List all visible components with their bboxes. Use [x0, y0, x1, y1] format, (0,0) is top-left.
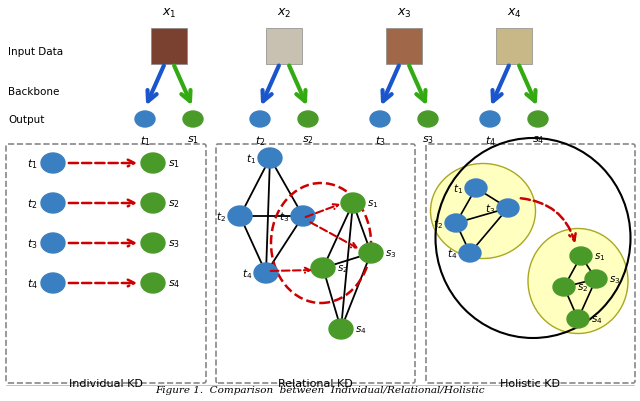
Ellipse shape	[183, 112, 203, 128]
Text: $t_2$: $t_2$	[216, 210, 226, 223]
Text: $t_3$: $t_3$	[279, 210, 289, 223]
Ellipse shape	[459, 244, 481, 262]
Ellipse shape	[141, 194, 165, 213]
Text: $s_3$: $s_3$	[385, 247, 396, 259]
Text: Figure 1.  Comparison  between  Individual/Relational/Holistic: Figure 1. Comparison between Individual/…	[156, 385, 484, 394]
Text: $t_1$: $t_1$	[28, 157, 38, 170]
Text: Individual KD: Individual KD	[69, 378, 143, 388]
Text: $s_4$: $s_4$	[532, 134, 544, 146]
Text: $t_4$: $t_4$	[484, 134, 495, 148]
Text: $s_2$: $s_2$	[168, 198, 180, 209]
Text: $t_4$: $t_4$	[447, 247, 457, 260]
Ellipse shape	[250, 112, 270, 128]
Ellipse shape	[41, 273, 65, 293]
Ellipse shape	[553, 278, 575, 296]
Ellipse shape	[465, 180, 487, 198]
Ellipse shape	[41, 233, 65, 253]
Ellipse shape	[570, 247, 592, 265]
Text: $s_3$: $s_3$	[422, 134, 434, 146]
Text: $s_1$: $s_1$	[168, 158, 180, 170]
Text: $s_1$: $s_1$	[594, 251, 605, 262]
Text: $s_2$: $s_2$	[577, 282, 588, 293]
Text: Output: Output	[8, 115, 44, 125]
Ellipse shape	[311, 258, 335, 278]
Ellipse shape	[258, 149, 282, 168]
Ellipse shape	[528, 229, 628, 334]
Ellipse shape	[141, 154, 165, 174]
Ellipse shape	[41, 194, 65, 213]
Ellipse shape	[445, 215, 467, 233]
Text: $t_3$: $t_3$	[28, 237, 38, 250]
Text: $s_3$: $s_3$	[609, 273, 620, 285]
Bar	[266, 29, 302, 65]
Text: $t_1$: $t_1$	[246, 152, 256, 166]
Ellipse shape	[329, 319, 353, 339]
Ellipse shape	[135, 112, 155, 128]
Ellipse shape	[567, 310, 589, 328]
Text: $x_3$: $x_3$	[397, 7, 412, 20]
Text: Input Data: Input Data	[8, 47, 63, 57]
Text: $t_2$: $t_2$	[28, 196, 38, 211]
Text: $s_2$: $s_2$	[337, 262, 348, 274]
Ellipse shape	[585, 270, 607, 288]
Ellipse shape	[418, 112, 438, 128]
Text: Holistic KD: Holistic KD	[500, 378, 561, 388]
Text: $s_4$: $s_4$	[355, 323, 367, 335]
Text: $s_4$: $s_4$	[591, 313, 603, 325]
Ellipse shape	[497, 200, 519, 217]
Text: $x_4$: $x_4$	[507, 7, 522, 20]
Ellipse shape	[528, 112, 548, 128]
Text: $x_2$: $x_2$	[277, 7, 291, 20]
Ellipse shape	[359, 243, 383, 263]
Text: $t_4$: $t_4$	[27, 276, 38, 290]
Ellipse shape	[370, 112, 390, 128]
Text: $t_3$: $t_3$	[485, 202, 495, 215]
Ellipse shape	[141, 233, 165, 253]
Text: $t_2$: $t_2$	[255, 134, 265, 148]
Ellipse shape	[228, 207, 252, 227]
Ellipse shape	[341, 194, 365, 213]
Text: $t_4$: $t_4$	[242, 266, 252, 280]
Ellipse shape	[298, 112, 318, 128]
Text: Backbone: Backbone	[8, 87, 60, 97]
Bar	[496, 29, 532, 65]
Ellipse shape	[254, 263, 278, 283]
Text: $x_1$: $x_1$	[162, 7, 176, 20]
Ellipse shape	[431, 164, 536, 259]
Ellipse shape	[141, 273, 165, 293]
Ellipse shape	[291, 207, 315, 227]
Text: $t_3$: $t_3$	[374, 134, 385, 148]
Text: $s_3$: $s_3$	[168, 237, 180, 249]
Bar	[151, 29, 187, 65]
Text: $s_2$: $s_2$	[302, 134, 314, 146]
Ellipse shape	[41, 154, 65, 174]
Text: $s_1$: $s_1$	[367, 198, 378, 209]
Bar	[386, 29, 422, 65]
Text: $s_4$: $s_4$	[168, 277, 180, 289]
Text: $s_1$: $s_1$	[187, 134, 199, 146]
Text: $t_1$: $t_1$	[453, 182, 463, 195]
Text: $t_2$: $t_2$	[433, 217, 443, 230]
Text: $t_1$: $t_1$	[140, 134, 150, 148]
Text: Relational KD: Relational KD	[278, 378, 353, 388]
Ellipse shape	[480, 112, 500, 128]
